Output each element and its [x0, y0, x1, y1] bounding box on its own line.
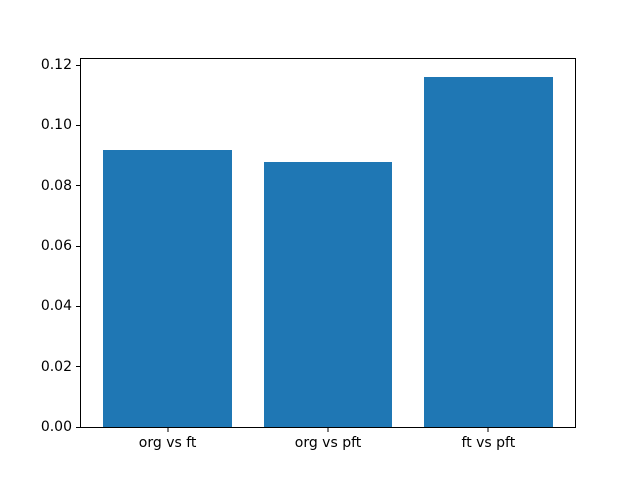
y-tick-label: 0.10 [40, 117, 72, 134]
bar-org-vs-pft [263, 161, 393, 427]
y-tick-mark [76, 426, 81, 428]
bar-ft-vs-pft [424, 77, 553, 427]
y-tick-label: 0.00 [40, 419, 72, 435]
plot-area: 0.00 0.02 0.04 0.06 0.08 0.10 0.12 org vs ft org… [41, 58, 576, 450]
y-tick-label: 0.12 [40, 57, 72, 74]
x-tick-label: org vs ft [138, 435, 197, 451]
y-tick-label: 0.08 [40, 177, 72, 194]
y-tick-mark [76, 124, 81, 126]
x-tick-mark [487, 427, 489, 432]
bar-org-vs-ft [103, 149, 232, 427]
y-tick-mark [76, 64, 81, 66]
x-tick-mark [167, 427, 169, 432]
x-tick-label: ft vs pft [461, 435, 516, 451]
x-tick-mark [327, 427, 329, 432]
y-tick-mark [76, 366, 81, 368]
y-tick-mark [76, 305, 81, 307]
y-tick-label: 0.02 [40, 358, 72, 375]
y-tick-label: 0.04 [40, 298, 72, 315]
y-tick-label: 0.06 [40, 238, 72, 255]
x-tick-label: org vs pft [294, 435, 362, 451]
y-tick-mark [76, 185, 81, 187]
y-tick-mark [76, 245, 81, 247]
